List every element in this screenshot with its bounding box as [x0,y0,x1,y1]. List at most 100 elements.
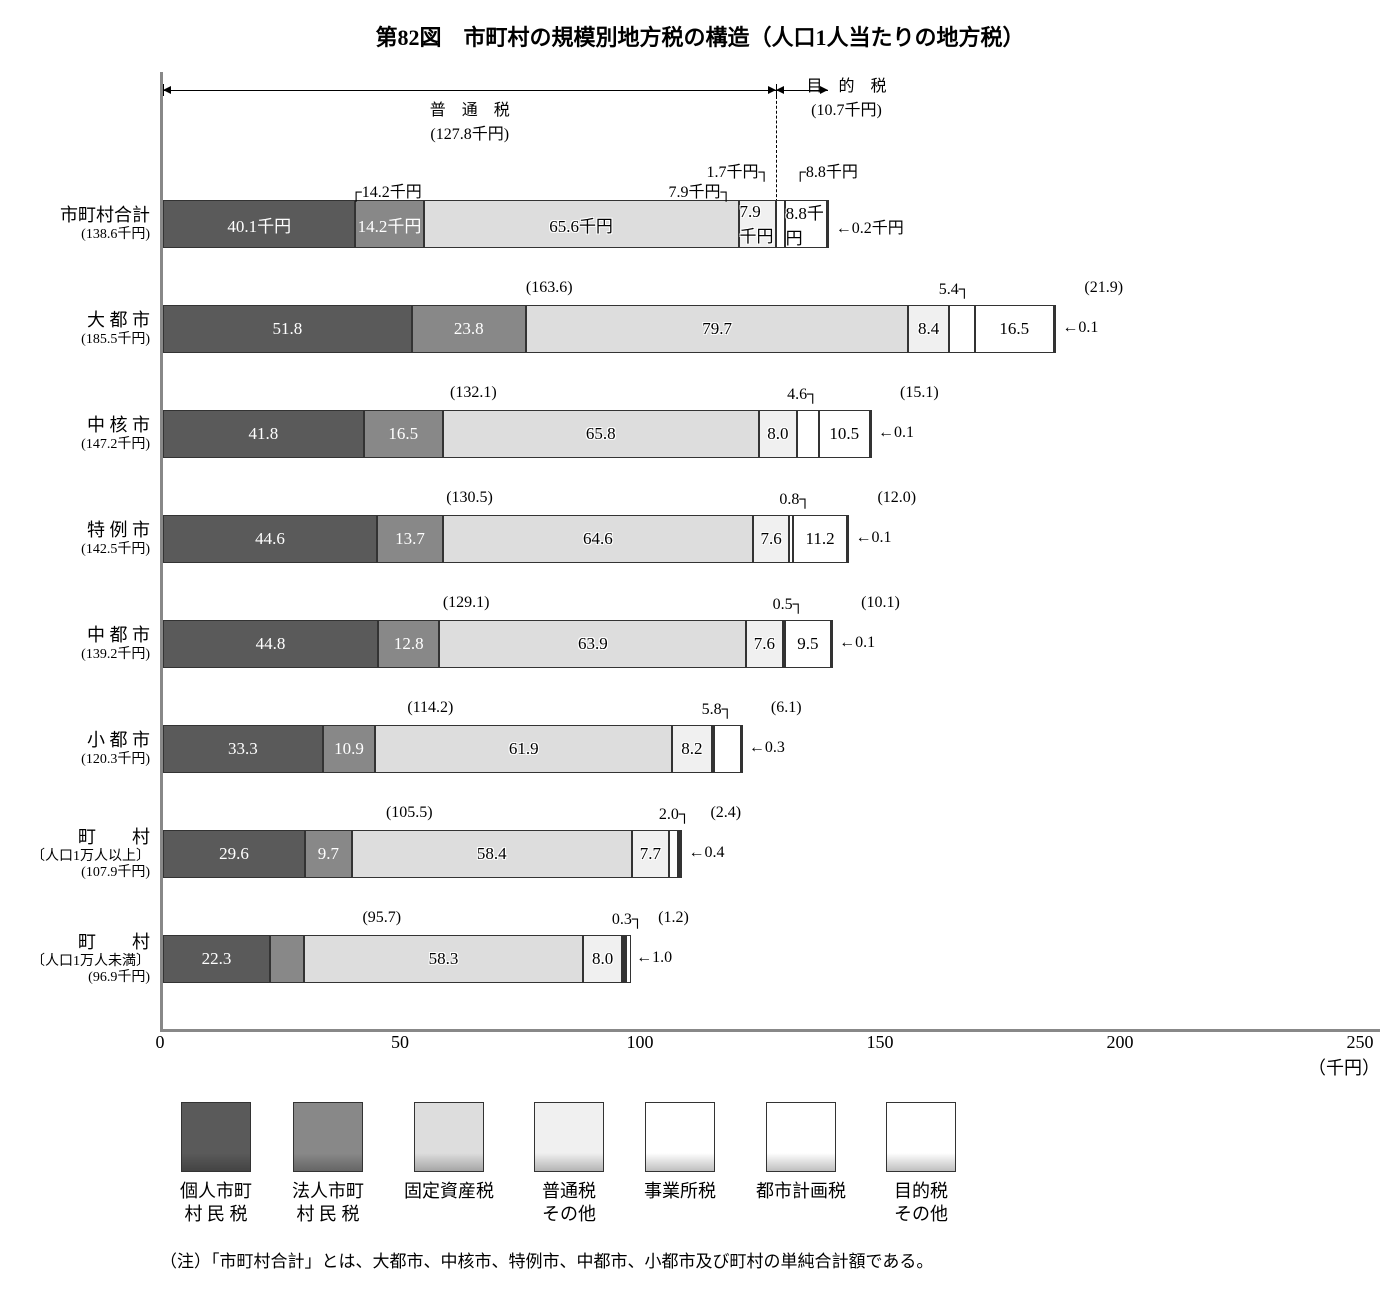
x-axis-tick: 50 [391,1032,409,1053]
subtotal-normal: (114.2) [407,699,453,717]
bar-segment-2: 58.4 [352,830,632,878]
bar-segment-4 [797,410,819,458]
legend-item: 目的税その他 [886,1102,956,1227]
footnote: （注）「市町村合計」とは、大都市、中核市、特例市、中都市、小都市及び町村の単純合… [160,1247,1380,1272]
value-annotation: ┌8.8千円 [795,158,858,182]
bar-segment-5: 8.8千円 [785,200,827,248]
value-annotation: 1.7千円┐ [706,158,769,182]
x-axis: （千円） 050100150200250 [160,1032,1380,1072]
bar-segment-0: 29.6 [163,830,305,878]
bar-segment-3: 7.6 [753,515,789,563]
header-special-tax-label: 目 的 税(10.7千円) [806,72,886,120]
bar-segment-3: 8.0 [759,410,797,458]
legend-label: 固定資産税 [404,1180,494,1203]
value-annotation: ←0.1 [855,529,891,547]
legend-label: 法人市町村 民 税 [292,1180,364,1227]
legend-label: 普通税その他 [542,1180,596,1227]
x-axis-tick: 100 [627,1032,654,1053]
bar-segment-1: 14.2千円 [355,200,423,248]
plot-region: 普 通 税(127.8千円) 目 的 税(10.7千円) 40.1千円14.2千円… [160,72,1380,1032]
bar-segment-5: 9.5 [785,620,831,668]
bar-segment-2: 63.9 [439,620,746,668]
legend-swatch [414,1102,484,1172]
bar-segment-6 [1054,305,1056,353]
stacked-bar: 41.816.565.88.010.5 [163,410,872,458]
bar-segment-3: 7.9千円 [739,200,777,248]
y-axis-labels: 市町村合計(138.6千円)大 都 市(185.5千円)中 核 市(147.2千… [20,72,160,1032]
header-normal-tax-label: 普 通 税(127.8千円) [163,96,776,144]
stacked-bar: 33.310.961.98.2 [163,725,743,773]
x-axis-tick: 0 [156,1032,165,1053]
bar-row: 44.812.863.97.69.5(129.1)(10.1)0.5┐←0.1 [163,592,1380,697]
bar-segment-3: 7.7 [632,830,669,878]
stacked-bar: 40.1千円14.2千円65.6千円7.9千円8.8千円 [163,200,829,248]
stacked-bar: 44.613.764.67.611.2 [163,515,849,563]
bar-segment-2: 79.7 [526,305,909,353]
bar-segment-3: 8.4 [908,305,948,353]
bar-segment-0: 44.6 [163,515,377,563]
bar-segment-6 [741,725,743,773]
legend-item: 都市計画税 [756,1102,846,1227]
x-axis-tick: 250 [1347,1032,1374,1053]
bar-segment-0: 51.8 [163,305,412,353]
bar-segment-2: 58.3 [304,935,584,983]
subtotal-normal: (132.1) [450,384,497,402]
value-annotation: ←0.2千円 [836,214,904,238]
bars-area: 40.1千円14.2千円65.6千円7.9千円8.8千円┌14.2千円 7.9千円… [163,172,1380,1012]
bar-row: 44.613.764.67.611.2(130.5)(12.0)0.8┐←0.1 [163,487,1380,592]
bar-segment-1: 9.7 [305,830,352,878]
chart-container: 第82図 市町村の規模別地方税の構造（人口1人当たりの地方税） 市町村合計(13… [20,20,1380,1272]
legend-item: 固定資産税 [404,1102,494,1227]
bar-segment-4 [776,200,784,248]
value-annotation: ←0.1 [839,634,875,652]
value-annotation: 4.6┐ [787,386,818,404]
subtotal-normal: (105.5) [386,804,433,822]
legend-item: 事業所税 [644,1102,716,1227]
legend-swatch [181,1102,251,1172]
bar-segment-6 [680,830,682,878]
bar-segment-6 [870,410,872,458]
stacked-bar: 29.69.758.47.7 [163,830,682,878]
value-annotation: 0.5┐ [773,596,804,614]
bar-row: 41.816.565.88.010.5(132.1)(15.1)4.6┐←0.1 [163,382,1380,487]
y-axis-label: 小 都 市(120.3千円) [20,697,160,802]
bar-segment-1: 12.8 [378,620,439,668]
y-axis-label: 中 核 市(147.2千円) [20,382,160,487]
value-annotation: 0.3┐ [612,911,643,929]
y-axis-label: 市町村合計(138.6千円) [20,172,160,277]
bar-segment-4 [949,305,975,353]
bar-segment-2: 65.8 [443,410,759,458]
chart-title: 第82図 市町村の規模別地方税の構造（人口1人当たりの地方税） [20,20,1380,52]
legend-swatch [886,1102,956,1172]
bar-segment-0: 22.3 [163,935,270,983]
bar-segment-2: 65.6千円 [424,200,739,248]
bar-segment-0: 44.8 [163,620,378,668]
value-annotation: 2.0┐ [659,806,690,824]
value-annotation: 0.8┐ [779,491,810,509]
bar-segment-5: 10.5 [819,410,869,458]
y-axis-label: 町 村〔人口1万人未満〕(96.9千円) [20,907,160,1012]
bar-segment-1: 23.8 [412,305,526,353]
legend-swatch [293,1102,363,1172]
bar-segment-6 [827,200,829,248]
bar-segment-6 [626,935,631,983]
legend-label: 目的税その他 [894,1180,948,1227]
subtotal-special: (12.0) [877,489,916,507]
x-axis-tick: 150 [867,1032,894,1053]
bar-segment-0: 41.8 [163,410,364,458]
stacked-bar: 51.823.879.78.416.5 [163,305,1056,353]
value-annotation: ┌14.2千円 [350,178,421,202]
bar-row: 51.823.879.78.416.5(163.6)(21.9)5.4┐←0.1 [163,277,1380,382]
legend-item: 普通税その他 [534,1102,604,1227]
legend-item: 個人市町村 民 税 [180,1102,252,1227]
bar-segment-2: 64.6 [443,515,753,563]
value-annotation: ←0.3 [749,739,785,757]
bar-segment-3: 7.6 [746,620,782,668]
subtotal-special: (6.1) [771,699,802,717]
y-axis-label: 大 都 市(185.5千円) [20,277,160,382]
subtotal-special: (21.9) [1084,279,1123,297]
bar-segment-1 [270,935,304,983]
bar-segment-3: 8.0 [583,935,621,983]
bar-segment-6 [831,620,833,668]
y-axis-label: 特 例 市(142.5千円) [20,487,160,592]
